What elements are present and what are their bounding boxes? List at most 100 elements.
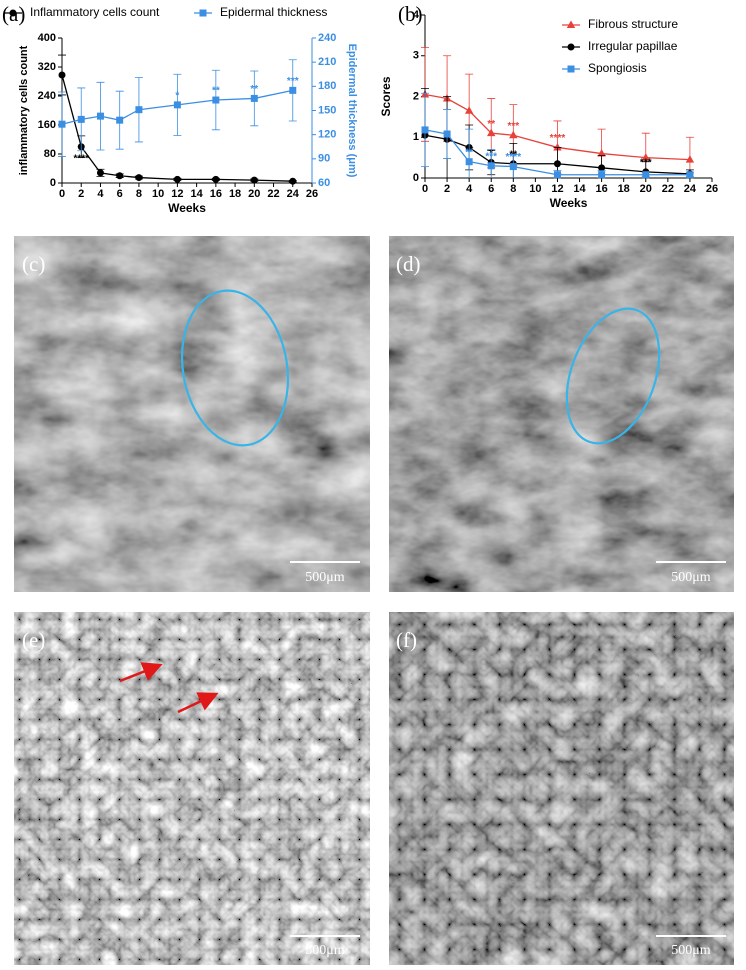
micrograph-texture bbox=[389, 236, 734, 592]
y2-tick-label: 60 bbox=[318, 177, 330, 189]
x-tick-label: 12 bbox=[551, 183, 563, 195]
y2-tick-label: 120 bbox=[318, 129, 336, 141]
significance-label: *** bbox=[507, 121, 519, 132]
marker bbox=[509, 163, 517, 171]
marker bbox=[553, 142, 562, 151]
x-tick-label: 0 bbox=[422, 183, 428, 195]
marker bbox=[421, 126, 429, 134]
legend-label: Inflammatory cells count bbox=[30, 5, 160, 19]
x-tick-label: 20 bbox=[640, 183, 652, 195]
x-tick-label: 2 bbox=[78, 188, 84, 200]
x-tick-label: 0 bbox=[59, 188, 65, 200]
marker bbox=[96, 169, 104, 177]
y-tick-label: 160 bbox=[38, 119, 56, 131]
chart: (a)0246810121416182022242608016024032040… bbox=[2, 2, 358, 215]
arrow bbox=[119, 662, 163, 683]
y-axis-title: Scores bbox=[379, 76, 393, 116]
image-panel: (d) 500μm bbox=[389, 236, 734, 592]
marker bbox=[464, 106, 474, 114]
significance-label: **** bbox=[550, 133, 566, 144]
y-tick-label: 3 bbox=[413, 50, 419, 62]
x-tick-label: 8 bbox=[136, 188, 142, 200]
marker bbox=[212, 175, 220, 183]
marker bbox=[250, 94, 258, 102]
image-panel: (e) 500μm bbox=[14, 612, 370, 965]
panel-label: (f) bbox=[396, 628, 417, 652]
x-tick-label: 20 bbox=[248, 188, 260, 200]
marker bbox=[685, 155, 695, 163]
marker bbox=[173, 175, 181, 183]
y-axis-title: inflammatory cells count bbox=[18, 45, 30, 175]
significance-label: *** bbox=[287, 76, 299, 87]
arrow bbox=[177, 692, 219, 714]
significance-label: ** bbox=[487, 119, 495, 130]
marker bbox=[9, 9, 17, 17]
x-tick-label: 14 bbox=[573, 183, 586, 195]
y-tick-label: 0 bbox=[413, 172, 419, 184]
x-tick-label: 6 bbox=[117, 188, 123, 200]
marker bbox=[58, 71, 66, 79]
scale-label: 500μm bbox=[305, 943, 345, 958]
image-panel: (c) 500μm bbox=[14, 236, 370, 592]
marker bbox=[77, 115, 85, 123]
x-tick-label: 10 bbox=[152, 188, 164, 200]
x-tick-label: 18 bbox=[618, 183, 630, 195]
significance-label: * bbox=[175, 91, 179, 102]
marker bbox=[686, 171, 694, 179]
legend-label: Epidermal thickness bbox=[220, 5, 327, 19]
marker bbox=[212, 96, 220, 104]
marker bbox=[443, 130, 451, 138]
scale-label: 500μm bbox=[671, 570, 711, 585]
marker bbox=[58, 120, 66, 128]
x-tick-label: 22 bbox=[662, 183, 674, 195]
significance-label: *** bbox=[640, 158, 652, 169]
y2-tick-label: 150 bbox=[318, 104, 336, 116]
marker bbox=[566, 20, 576, 28]
micrograph-texture bbox=[14, 236, 370, 592]
marker bbox=[289, 177, 297, 185]
marker bbox=[553, 171, 561, 179]
x-tick-label: 10 bbox=[529, 183, 541, 195]
region-ellipse bbox=[180, 289, 290, 447]
y-tick-label: 4 bbox=[413, 9, 420, 21]
y2-tick-label: 90 bbox=[318, 153, 330, 165]
y-tick-label: 0 bbox=[50, 177, 56, 189]
y-tick-label: 320 bbox=[38, 61, 56, 73]
marker bbox=[598, 164, 606, 172]
x-axis-title: Weeks bbox=[168, 201, 206, 215]
x-tick-label: 4 bbox=[97, 188, 104, 200]
marker bbox=[553, 160, 561, 168]
x-tick-label: 2 bbox=[444, 183, 450, 195]
significance-label: **** bbox=[506, 152, 522, 163]
marker bbox=[199, 9, 207, 17]
significance-label: *** bbox=[485, 151, 497, 162]
marker bbox=[642, 171, 650, 179]
image-panel: (f) 500μm bbox=[389, 612, 734, 965]
y2-axis-title: Epidermal thickness (μm) bbox=[346, 44, 358, 178]
x-tick-label: 26 bbox=[706, 183, 718, 195]
x-tick-label: 18 bbox=[229, 188, 241, 200]
y2-tick-label: 240 bbox=[318, 32, 336, 44]
y-tick-label: 400 bbox=[38, 32, 56, 44]
marker bbox=[597, 149, 606, 157]
marker bbox=[465, 158, 473, 166]
x-tick-label: 6 bbox=[488, 183, 494, 195]
marker bbox=[598, 171, 606, 179]
panel-label: (e) bbox=[22, 628, 45, 652]
marker bbox=[487, 162, 495, 170]
marker bbox=[173, 101, 181, 109]
y-tick-label: 80 bbox=[44, 148, 56, 160]
x-tick-label: 8 bbox=[510, 183, 516, 195]
marker bbox=[487, 128, 496, 137]
y2-tick-label: 180 bbox=[318, 80, 336, 92]
x-tick-label: 12 bbox=[171, 188, 183, 200]
legend-label: Spongiosis bbox=[588, 61, 647, 75]
x-tick-label: 16 bbox=[210, 188, 222, 200]
y-tick-label: 240 bbox=[38, 90, 56, 102]
marker bbox=[509, 130, 518, 139]
chart: (b)0 2 4 6 8 10 12 14 16 18 20 22 24 2601234WeeksScor… bbox=[379, 2, 718, 210]
scale-label: 500μm bbox=[671, 943, 711, 958]
marker bbox=[289, 86, 297, 94]
panel-label: (c) bbox=[22, 252, 45, 276]
y-tick-label: 1 bbox=[413, 131, 419, 143]
